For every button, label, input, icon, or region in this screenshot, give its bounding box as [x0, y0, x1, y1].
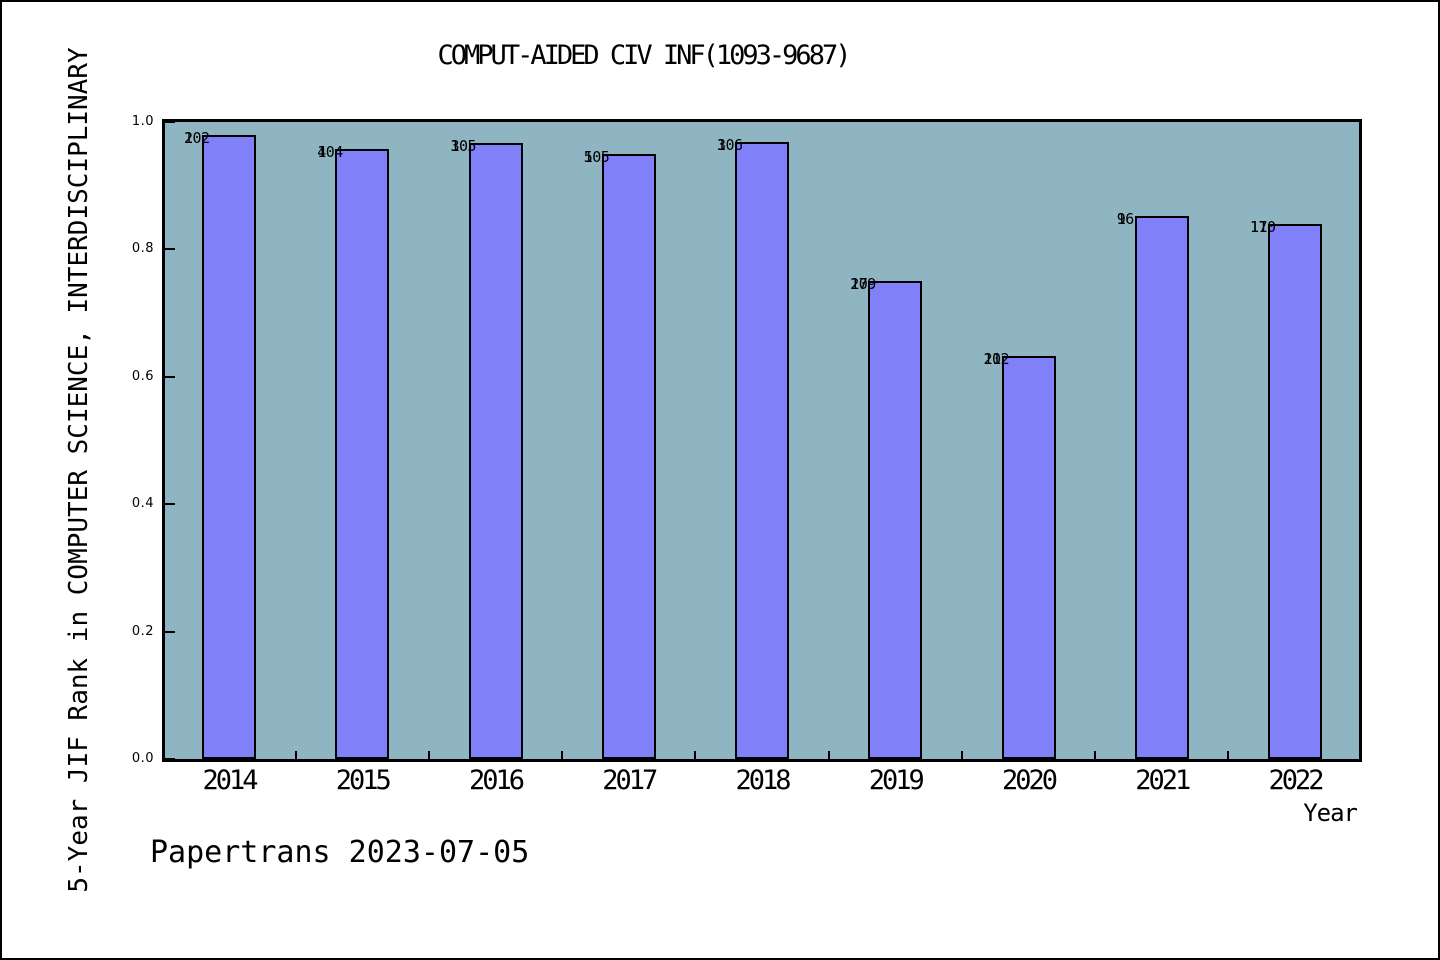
y-tick-label: 0.0 — [131, 751, 154, 766]
y-tick — [165, 375, 175, 378]
x-tick-label-2021: 2021 — [1135, 765, 1191, 796]
x-minor-tick — [694, 751, 697, 759]
plot-area — [162, 119, 1362, 762]
x-minor-tick — [1094, 751, 1097, 759]
x-minor-tick — [561, 751, 564, 759]
x-tick-label-2014: 2014 — [202, 765, 258, 796]
x-axis-label: Year — [1303, 799, 1358, 827]
x-minor-tick — [294, 751, 297, 759]
x-tick-label-2019: 2019 — [868, 765, 925, 796]
bar-2014 — [202, 135, 256, 759]
y-tick-label: 1.0 — [131, 114, 154, 129]
bar-2016 — [468, 143, 523, 759]
y-tick-label: 0.4 — [131, 496, 154, 512]
y-tick — [165, 758, 175, 760]
bar-2021 — [1134, 216, 1189, 759]
bar-2015 — [335, 149, 390, 759]
bar-2020 — [1001, 356, 1056, 759]
x-minor-tick — [827, 751, 830, 759]
y-tick — [165, 121, 175, 123]
y-tick — [165, 503, 175, 506]
x-tick-label-2018: 2018 — [735, 765, 791, 796]
x-tick-label-2017: 2017 — [602, 765, 658, 796]
y-axis-label: 5-Year JIF Rank in COMPUTER SCIENCE, INT… — [64, 47, 94, 893]
y-tick-label: 0.6 — [131, 368, 154, 384]
y-tick — [165, 630, 175, 633]
chart-title: COMPUT-AIDED CIV INF(1093-9687) — [437, 40, 852, 71]
x-minor-tick — [960, 751, 963, 759]
bar-2017 — [601, 154, 656, 759]
y-tick-label: 0.8 — [131, 241, 154, 257]
x-tick-label-2016: 2016 — [468, 765, 525, 796]
watermark-text: Papertrans 2023-07-05 — [150, 835, 530, 870]
x-minor-tick — [427, 751, 430, 759]
bar-2018 — [735, 142, 789, 759]
x-tick-label-2022: 2022 — [1268, 765, 1324, 796]
x-minor-tick — [1227, 751, 1230, 759]
x-tick-label-2020: 2020 — [1001, 765, 1058, 796]
bar-2019 — [868, 281, 923, 759]
y-tick — [165, 248, 175, 251]
bar-2022 — [1268, 224, 1322, 759]
x-tick-label-2015: 2015 — [335, 765, 392, 796]
y-tick-label: 0.2 — [131, 623, 154, 639]
